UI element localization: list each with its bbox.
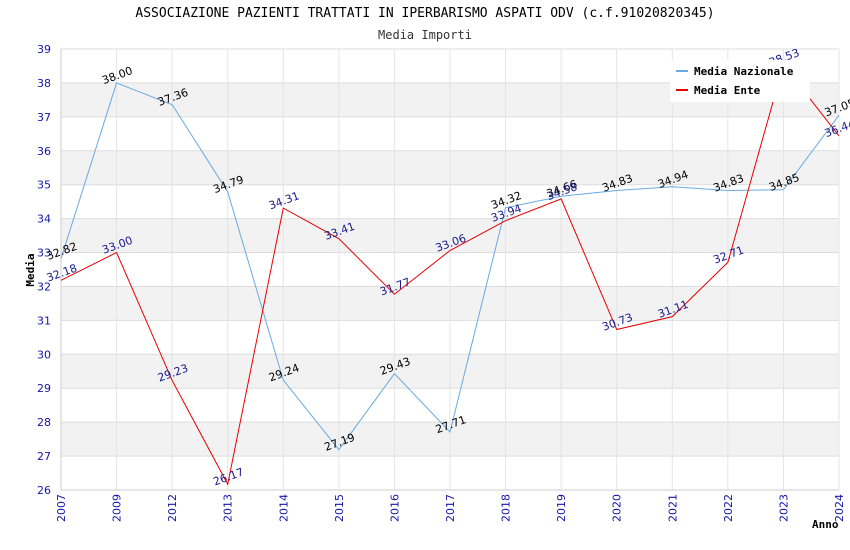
y-tick-label: 29 xyxy=(37,382,51,395)
x-tick-label: 2023 xyxy=(777,494,790,522)
x-tick-label: 2013 xyxy=(222,494,235,522)
x-tick-label: 2022 xyxy=(722,494,735,522)
legend-item-media-nazionale: Media Nazionale xyxy=(670,62,793,80)
legend-swatch-media-ente xyxy=(676,89,688,91)
y-tick-label: 33 xyxy=(37,247,51,260)
y-axis-title: Media xyxy=(24,253,37,286)
x-tick-label: 2024 xyxy=(833,494,846,522)
y-tick-label: 26 xyxy=(37,484,51,497)
y-tick-label: 35 xyxy=(37,179,51,192)
x-tick-label: 2018 xyxy=(500,494,513,522)
y-tick-label: 27 xyxy=(37,450,51,463)
legend-swatch-media-nazionale xyxy=(676,70,688,72)
chart-legend: Media Nazionale Media Ente xyxy=(670,60,810,102)
y-tick-label: 34 xyxy=(37,213,51,226)
grid-lines xyxy=(60,48,840,491)
y-tick-label: 39 xyxy=(37,43,51,56)
x-axis-ticks: 2007 2009 2012 2013 2014 2015 2016 2017 2018 2019… xyxy=(55,494,846,522)
series-lines xyxy=(60,63,840,486)
y-tick-label: 32 xyxy=(37,280,51,293)
series-line-media-ente xyxy=(60,63,840,486)
legend-label-media-nazionale: Media Nazionale xyxy=(694,64,794,78)
y-tick-label: 28 xyxy=(37,416,51,429)
x-tick-label: 2007 xyxy=(55,494,68,522)
y-tick-label: 31 xyxy=(37,314,51,327)
x-tick-label: 2016 xyxy=(388,494,401,522)
legend-label-media-ente: Media Ente xyxy=(694,83,761,97)
x-tick-label: 2012 xyxy=(166,494,179,522)
chart-subtitle: Media Importi xyxy=(378,28,472,42)
x-tick-label: 2021 xyxy=(666,494,679,522)
y-axis-ticks: 26 27 28 29 30 31 32 33 34 35 36 37 38 39 xyxy=(37,43,51,497)
x-tick-label: 2015 xyxy=(333,494,346,522)
chart-title: ASSOCIAZIONE PAZIENTI TRATTATI IN IPERBA… xyxy=(135,6,715,21)
x-tick-label: 2020 xyxy=(611,494,624,522)
x-tick-label: 2019 xyxy=(555,494,568,522)
x-axis-title: Anno xyxy=(812,518,839,531)
x-tick-label: 2009 xyxy=(111,494,124,522)
y-tick-label: 37 xyxy=(37,111,51,124)
y-tick-label: 36 xyxy=(37,145,51,158)
x-tick-label: 2014 xyxy=(277,494,290,522)
x-tick-label: 2017 xyxy=(444,494,457,522)
y-tick-label: 38 xyxy=(37,77,51,90)
y-tick-label: 30 xyxy=(37,348,51,361)
series-line-media-nazionale xyxy=(60,82,840,451)
legend-item-media-ente: Media Ente xyxy=(670,81,760,99)
